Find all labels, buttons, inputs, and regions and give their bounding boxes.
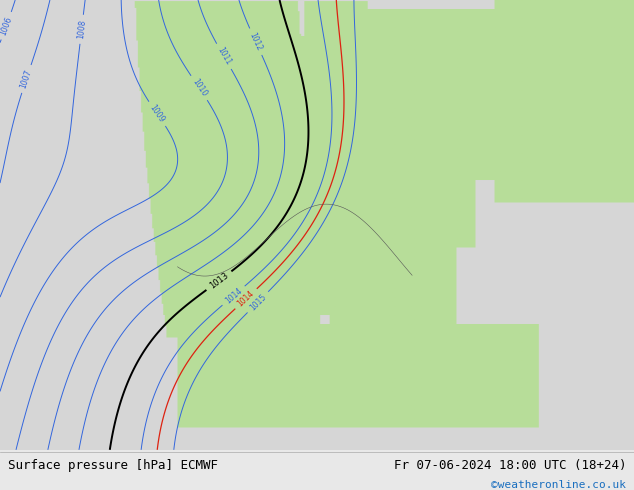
Text: 1011: 1011 <box>215 46 233 67</box>
Text: ©weatheronline.co.uk: ©weatheronline.co.uk <box>491 480 626 490</box>
Text: 1014: 1014 <box>236 289 256 309</box>
Text: 1014: 1014 <box>223 286 244 305</box>
Text: 1012: 1012 <box>248 31 264 52</box>
Text: 1008: 1008 <box>76 19 87 39</box>
Text: 1013: 1013 <box>208 271 230 291</box>
Text: 1015: 1015 <box>248 292 268 312</box>
Text: 1009: 1009 <box>148 103 166 124</box>
Text: 1006: 1006 <box>0 15 14 36</box>
Text: 1010: 1010 <box>190 77 209 98</box>
Text: Fr 07-06-2024 18:00 UTC (18+24): Fr 07-06-2024 18:00 UTC (18+24) <box>394 459 626 471</box>
Text: 1007: 1007 <box>19 68 34 90</box>
Text: Surface pressure [hPa] ECMWF: Surface pressure [hPa] ECMWF <box>8 459 217 471</box>
